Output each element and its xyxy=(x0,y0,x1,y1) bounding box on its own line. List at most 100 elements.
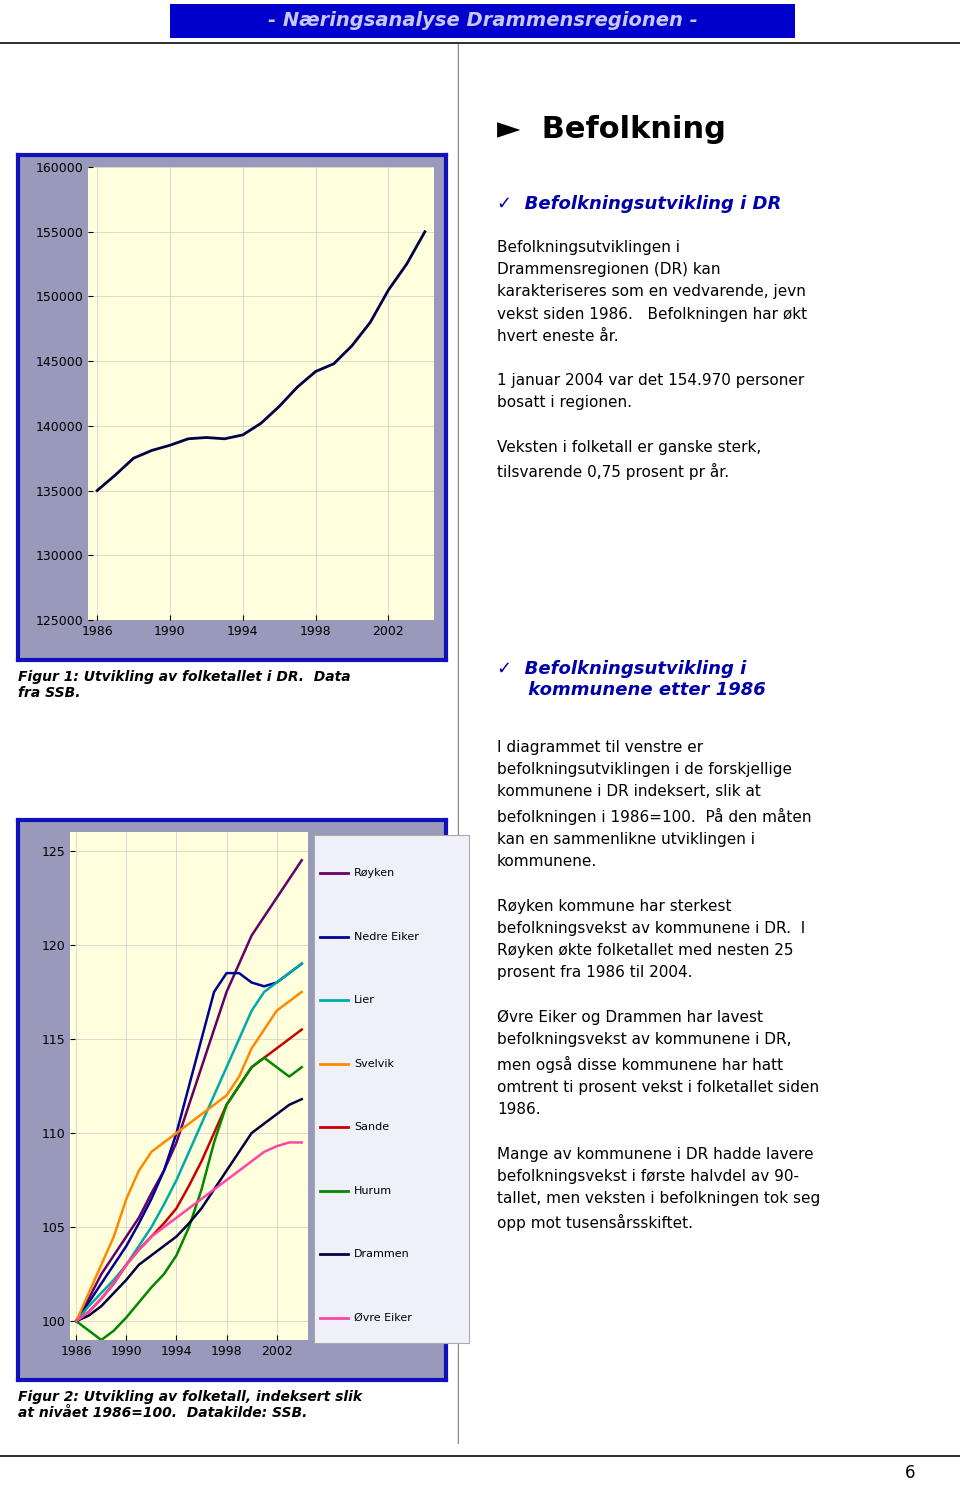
Røyken xyxy=(121,1227,132,1245)
Svelvik xyxy=(196,1105,207,1123)
Øvre Eiker xyxy=(233,1162,245,1179)
Sande xyxy=(296,1021,307,1039)
Line: Røyken: Røyken xyxy=(76,860,301,1321)
Øvre Eiker xyxy=(221,1171,232,1188)
Nedre Eiker xyxy=(196,1030,207,1048)
Røyken xyxy=(208,1021,220,1039)
Sande xyxy=(83,1303,94,1321)
Drammen xyxy=(121,1271,132,1288)
Øvre Eiker xyxy=(271,1138,282,1156)
Drammen xyxy=(258,1115,270,1133)
Drammen xyxy=(183,1214,195,1232)
Line: Hurum: Hurum xyxy=(76,1057,301,1341)
Drammen xyxy=(283,1096,295,1114)
Røyken xyxy=(283,870,295,888)
Nedre Eiker xyxy=(158,1162,170,1179)
Hurum xyxy=(70,1312,82,1330)
Line: Sande: Sande xyxy=(76,1030,301,1321)
Text: Figur 2: Utvikling av folketall, indeksert slik
at nivået 1986=100.  Datakilde: : Figur 2: Utvikling av folketall, indekse… xyxy=(18,1390,362,1420)
Lier xyxy=(121,1256,132,1274)
Øvre Eiker xyxy=(296,1133,307,1151)
Sande xyxy=(221,1096,232,1114)
Drammen xyxy=(221,1162,232,1179)
Hurum xyxy=(171,1247,182,1265)
Drammen xyxy=(196,1199,207,1217)
Drammen xyxy=(208,1181,220,1199)
Sande xyxy=(246,1059,257,1076)
Hurum xyxy=(196,1181,207,1199)
Sande xyxy=(208,1124,220,1142)
Svelvik xyxy=(183,1115,195,1133)
Text: Sande: Sande xyxy=(354,1123,390,1132)
Text: I diagrammet til venstre er
befolkningsutviklingen i de forskjellige
kommunene i: I diagrammet til venstre er befolkningsu… xyxy=(497,741,820,1232)
Text: Befolkningsutviklingen i
Drammensregionen (DR) kan
karakteriseres som en vedvare: Befolkningsutviklingen i Drammensregione… xyxy=(497,240,807,481)
Lier xyxy=(296,954,307,972)
Lier xyxy=(258,982,270,1000)
Hurum xyxy=(146,1278,157,1296)
Drammen xyxy=(246,1124,257,1142)
Svelvik xyxy=(296,982,307,1000)
Lier xyxy=(83,1297,94,1315)
Nedre Eiker xyxy=(96,1275,108,1293)
Øvre Eiker xyxy=(196,1190,207,1208)
Svelvik xyxy=(83,1284,94,1302)
Hurum xyxy=(221,1096,232,1114)
Nedre Eiker xyxy=(171,1124,182,1142)
Text: Drammen: Drammen xyxy=(354,1250,410,1259)
Sande xyxy=(271,1039,282,1057)
Drammen xyxy=(108,1284,120,1302)
Text: 6: 6 xyxy=(904,1463,915,1481)
Drammen xyxy=(133,1256,145,1274)
Øvre Eiker xyxy=(133,1241,145,1259)
Text: ✓  ​Befolkningsutvikling i
     kommunene etter 1986: ✓ ​Befolkningsutvikling i kommunene ette… xyxy=(497,660,766,699)
Lier xyxy=(70,1312,82,1330)
Drammen xyxy=(271,1105,282,1123)
Svelvik xyxy=(171,1124,182,1142)
Drammen xyxy=(171,1227,182,1245)
Hurum xyxy=(83,1321,94,1339)
Øvre Eiker xyxy=(183,1199,195,1217)
Drammen xyxy=(146,1247,157,1265)
Text: Lier: Lier xyxy=(354,996,375,1005)
Drammen xyxy=(83,1306,94,1324)
Line: Nedre Eiker: Nedre Eiker xyxy=(76,963,301,1321)
Drammen xyxy=(233,1144,245,1162)
Lier xyxy=(133,1238,145,1256)
Sande xyxy=(183,1176,195,1194)
Røyken xyxy=(83,1290,94,1308)
Svelvik xyxy=(121,1190,132,1208)
Røyken xyxy=(133,1209,145,1227)
Sande xyxy=(233,1076,245,1094)
Svelvik xyxy=(208,1096,220,1114)
Nedre Eiker xyxy=(70,1312,82,1330)
Nedre Eiker xyxy=(146,1190,157,1208)
Øvre Eiker xyxy=(96,1290,108,1308)
Øvre Eiker xyxy=(208,1181,220,1199)
Hurum xyxy=(208,1133,220,1151)
Røyken xyxy=(196,1059,207,1076)
Lier xyxy=(246,1002,257,1020)
Sande xyxy=(258,1048,270,1066)
Øvre Eiker xyxy=(108,1275,120,1293)
Nedre Eiker xyxy=(246,973,257,991)
Røyken xyxy=(296,851,307,869)
Øvre Eiker xyxy=(121,1256,132,1274)
Text: ✓  ​Befolkningsutvikling i DR: ✓ ​Befolkningsutvikling i DR xyxy=(497,196,781,213)
Text: Røyken: Røyken xyxy=(354,867,396,878)
Svelvik xyxy=(96,1256,108,1274)
Nedre Eiker xyxy=(108,1256,120,1274)
Hurum xyxy=(271,1059,282,1076)
Sande xyxy=(121,1256,132,1274)
Nedre Eiker xyxy=(233,964,245,982)
Svelvik xyxy=(221,1087,232,1105)
Sande xyxy=(283,1030,295,1048)
Øvre Eiker xyxy=(146,1227,157,1245)
Sande xyxy=(108,1275,120,1293)
Lier xyxy=(171,1171,182,1188)
Røyken xyxy=(70,1312,82,1330)
Lier xyxy=(271,973,282,991)
Hurum xyxy=(233,1076,245,1094)
Hurum xyxy=(283,1067,295,1085)
Hurum xyxy=(133,1293,145,1311)
Hurum xyxy=(296,1059,307,1076)
